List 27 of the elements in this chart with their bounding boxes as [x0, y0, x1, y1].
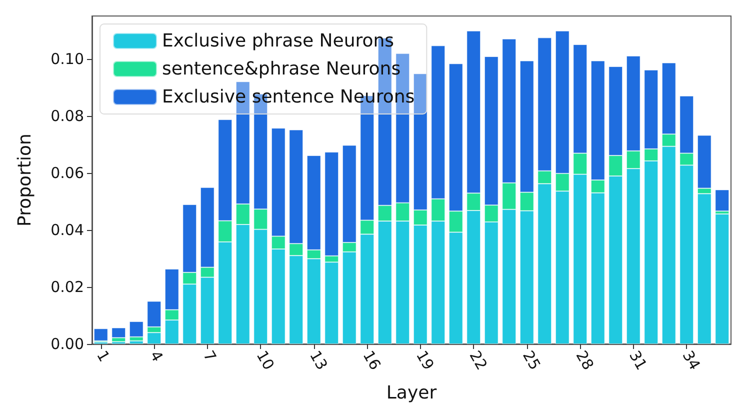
x-tick-label: 31: [626, 348, 651, 374]
bar: [129, 321, 144, 337]
x-tick-label: 22: [466, 348, 491, 374]
y-tick-label: 0.06: [50, 164, 84, 182]
x-tick-label: 16: [359, 348, 384, 374]
x-tick-label: 19: [412, 348, 438, 374]
x-tick-label: 4: [146, 348, 167, 365]
x-tick-label: 25: [519, 348, 544, 374]
y-tick-label: 0.10: [50, 50, 84, 68]
x-tick-label: 28: [572, 348, 598, 374]
x-tick-label: 1: [93, 348, 114, 365]
legend-label: Exclusive phrase Neurons: [162, 30, 394, 52]
bar: [715, 190, 730, 212]
x-axis-title: Layer: [386, 382, 438, 404]
y-tick-label: 0.04: [50, 220, 84, 239]
x-tick-label: 10: [252, 348, 278, 374]
y-tick-label: 0.08: [50, 106, 84, 125]
x-tick-label: 34: [678, 348, 704, 374]
bar: [715, 214, 730, 344]
y-axis-title: Proportion: [14, 134, 36, 226]
x-tick-label: 13: [306, 348, 332, 374]
y-tick-label: 0.02: [50, 278, 84, 296]
y-tick-label: 0.00: [50, 335, 84, 353]
x-tick-label: 7: [200, 348, 220, 365]
bar: [94, 328, 108, 341]
bar: [112, 328, 126, 338]
bar: [129, 340, 144, 344]
